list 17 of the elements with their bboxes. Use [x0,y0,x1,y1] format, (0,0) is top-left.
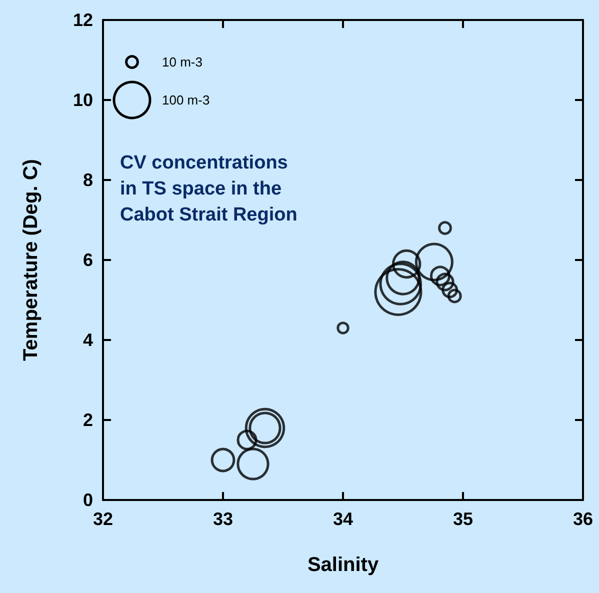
x-tick-label: 32 [92,509,114,529]
x-tick-label: 36 [572,509,594,529]
legend-label: 100 m-3 [162,92,210,108]
y-axis-title: Temperature (Deg. C) [20,159,42,361]
legend-label: 10 m-3 [162,54,202,70]
x-tick-label: 33 [212,509,234,529]
x-tick-label: 34 [332,509,354,529]
y-tick-label: 4 [82,330,93,350]
y-tick-label: 8 [82,170,93,190]
y-tick-label: 6 [82,250,93,270]
x-axis-title: Salinity [307,554,380,576]
y-tick-label: 12 [72,10,93,30]
y-tick-label: 10 [72,90,93,110]
y-tick-label: 2 [82,410,93,430]
annotation: CV concentrations in TS space in the Cabot Strait Region [120,152,298,226]
y-tick-label: 0 [82,490,93,510]
x-tick-label: 35 [452,509,474,529]
